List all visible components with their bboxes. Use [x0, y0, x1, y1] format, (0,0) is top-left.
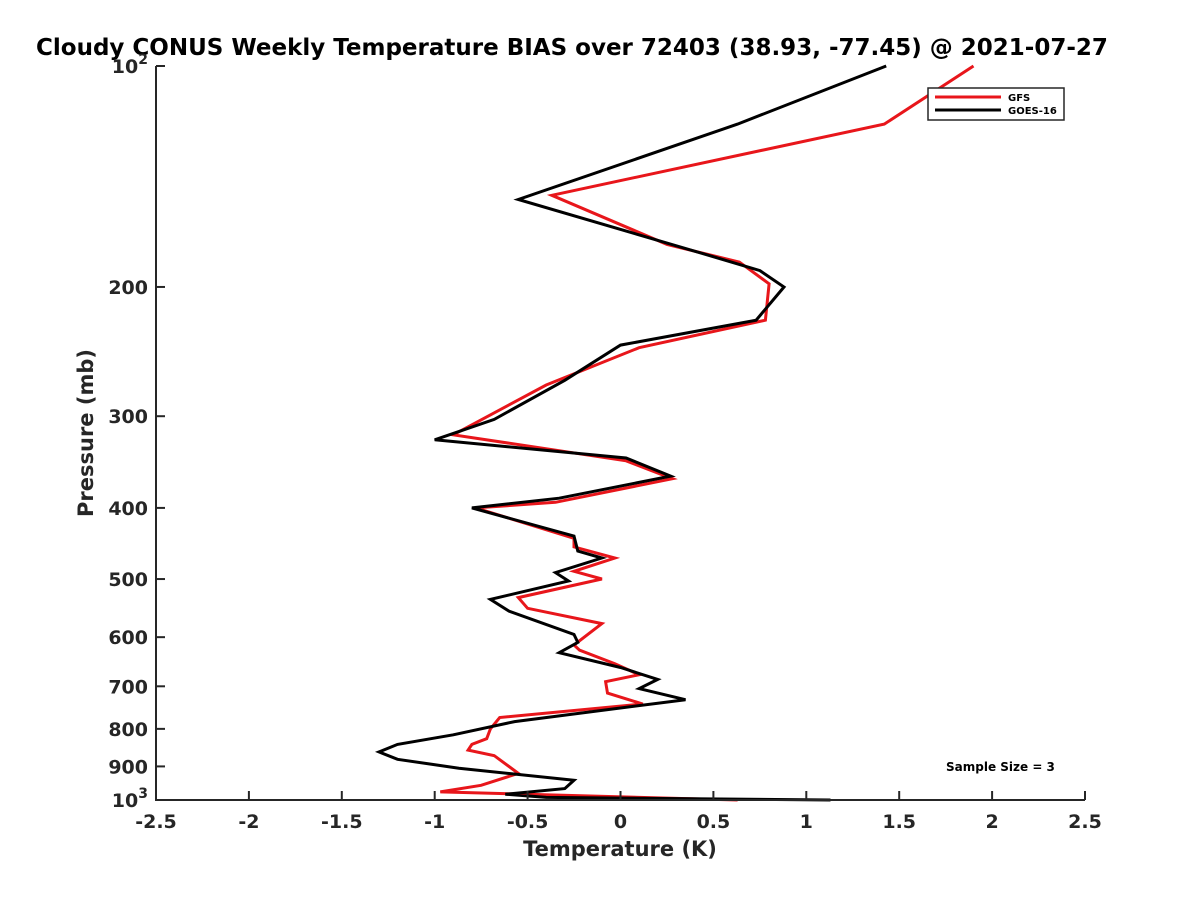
- y-tick-label: 500: [108, 569, 148, 591]
- x-tick-label: -0.5: [507, 811, 549, 833]
- series-line-0: [440, 64, 975, 802]
- axes: [155, 66, 1085, 801]
- y-axis-ticks: 102 200 300 400 500 600 700 800 900 103: [108, 52, 165, 812]
- x-tick-label: 2: [985, 811, 998, 833]
- series-line-1: [374, 64, 887, 802]
- legend: GFS GOES-16: [927, 87, 1065, 121]
- legend-box: [927, 87, 1065, 121]
- y-tick-label: 600: [108, 627, 148, 649]
- y-tick-label: 800: [108, 719, 148, 741]
- x-tick-label: 0.5: [697, 811, 731, 833]
- y-axis-label: Pressure (mb): [74, 349, 98, 517]
- sample-size-annotation: Sample Size = 3: [946, 760, 1055, 774]
- y-tick-label: 400: [108, 498, 148, 520]
- legend-label: GFS: [1008, 93, 1030, 104]
- x-tick-label: 2.5: [1068, 811, 1102, 833]
- legend-label: GOES-16: [1008, 106, 1057, 117]
- y-tick-label: 900: [108, 756, 148, 778]
- y-tick-label: 102: [112, 52, 148, 78]
- x-tick-label: -1: [424, 811, 445, 833]
- y-tick-label: 700: [108, 676, 148, 698]
- chart-title: Cloudy CONUS Weekly Temperature BIAS ove…: [36, 35, 1108, 61]
- x-tick-label: -1.5: [321, 811, 363, 833]
- x-tick-label: 1.5: [882, 811, 916, 833]
- x-tick-label: 0: [614, 811, 627, 833]
- y-tick-label: 200: [108, 277, 148, 299]
- x-tick-label: -2: [238, 811, 259, 833]
- x-tick-label: 1: [800, 811, 813, 833]
- x-tick-label: -2.5: [135, 811, 177, 833]
- x-axis-label: Temperature (K): [523, 837, 717, 861]
- y-tick-label: 103: [112, 786, 148, 812]
- y-tick-label: 300: [108, 406, 148, 428]
- x-axis-ticks: -2.5 -2 -1.5 -1 -0.5 0 0.5 1 1.5 2 2.5: [135, 791, 1102, 833]
- plot-series: [374, 64, 975, 802]
